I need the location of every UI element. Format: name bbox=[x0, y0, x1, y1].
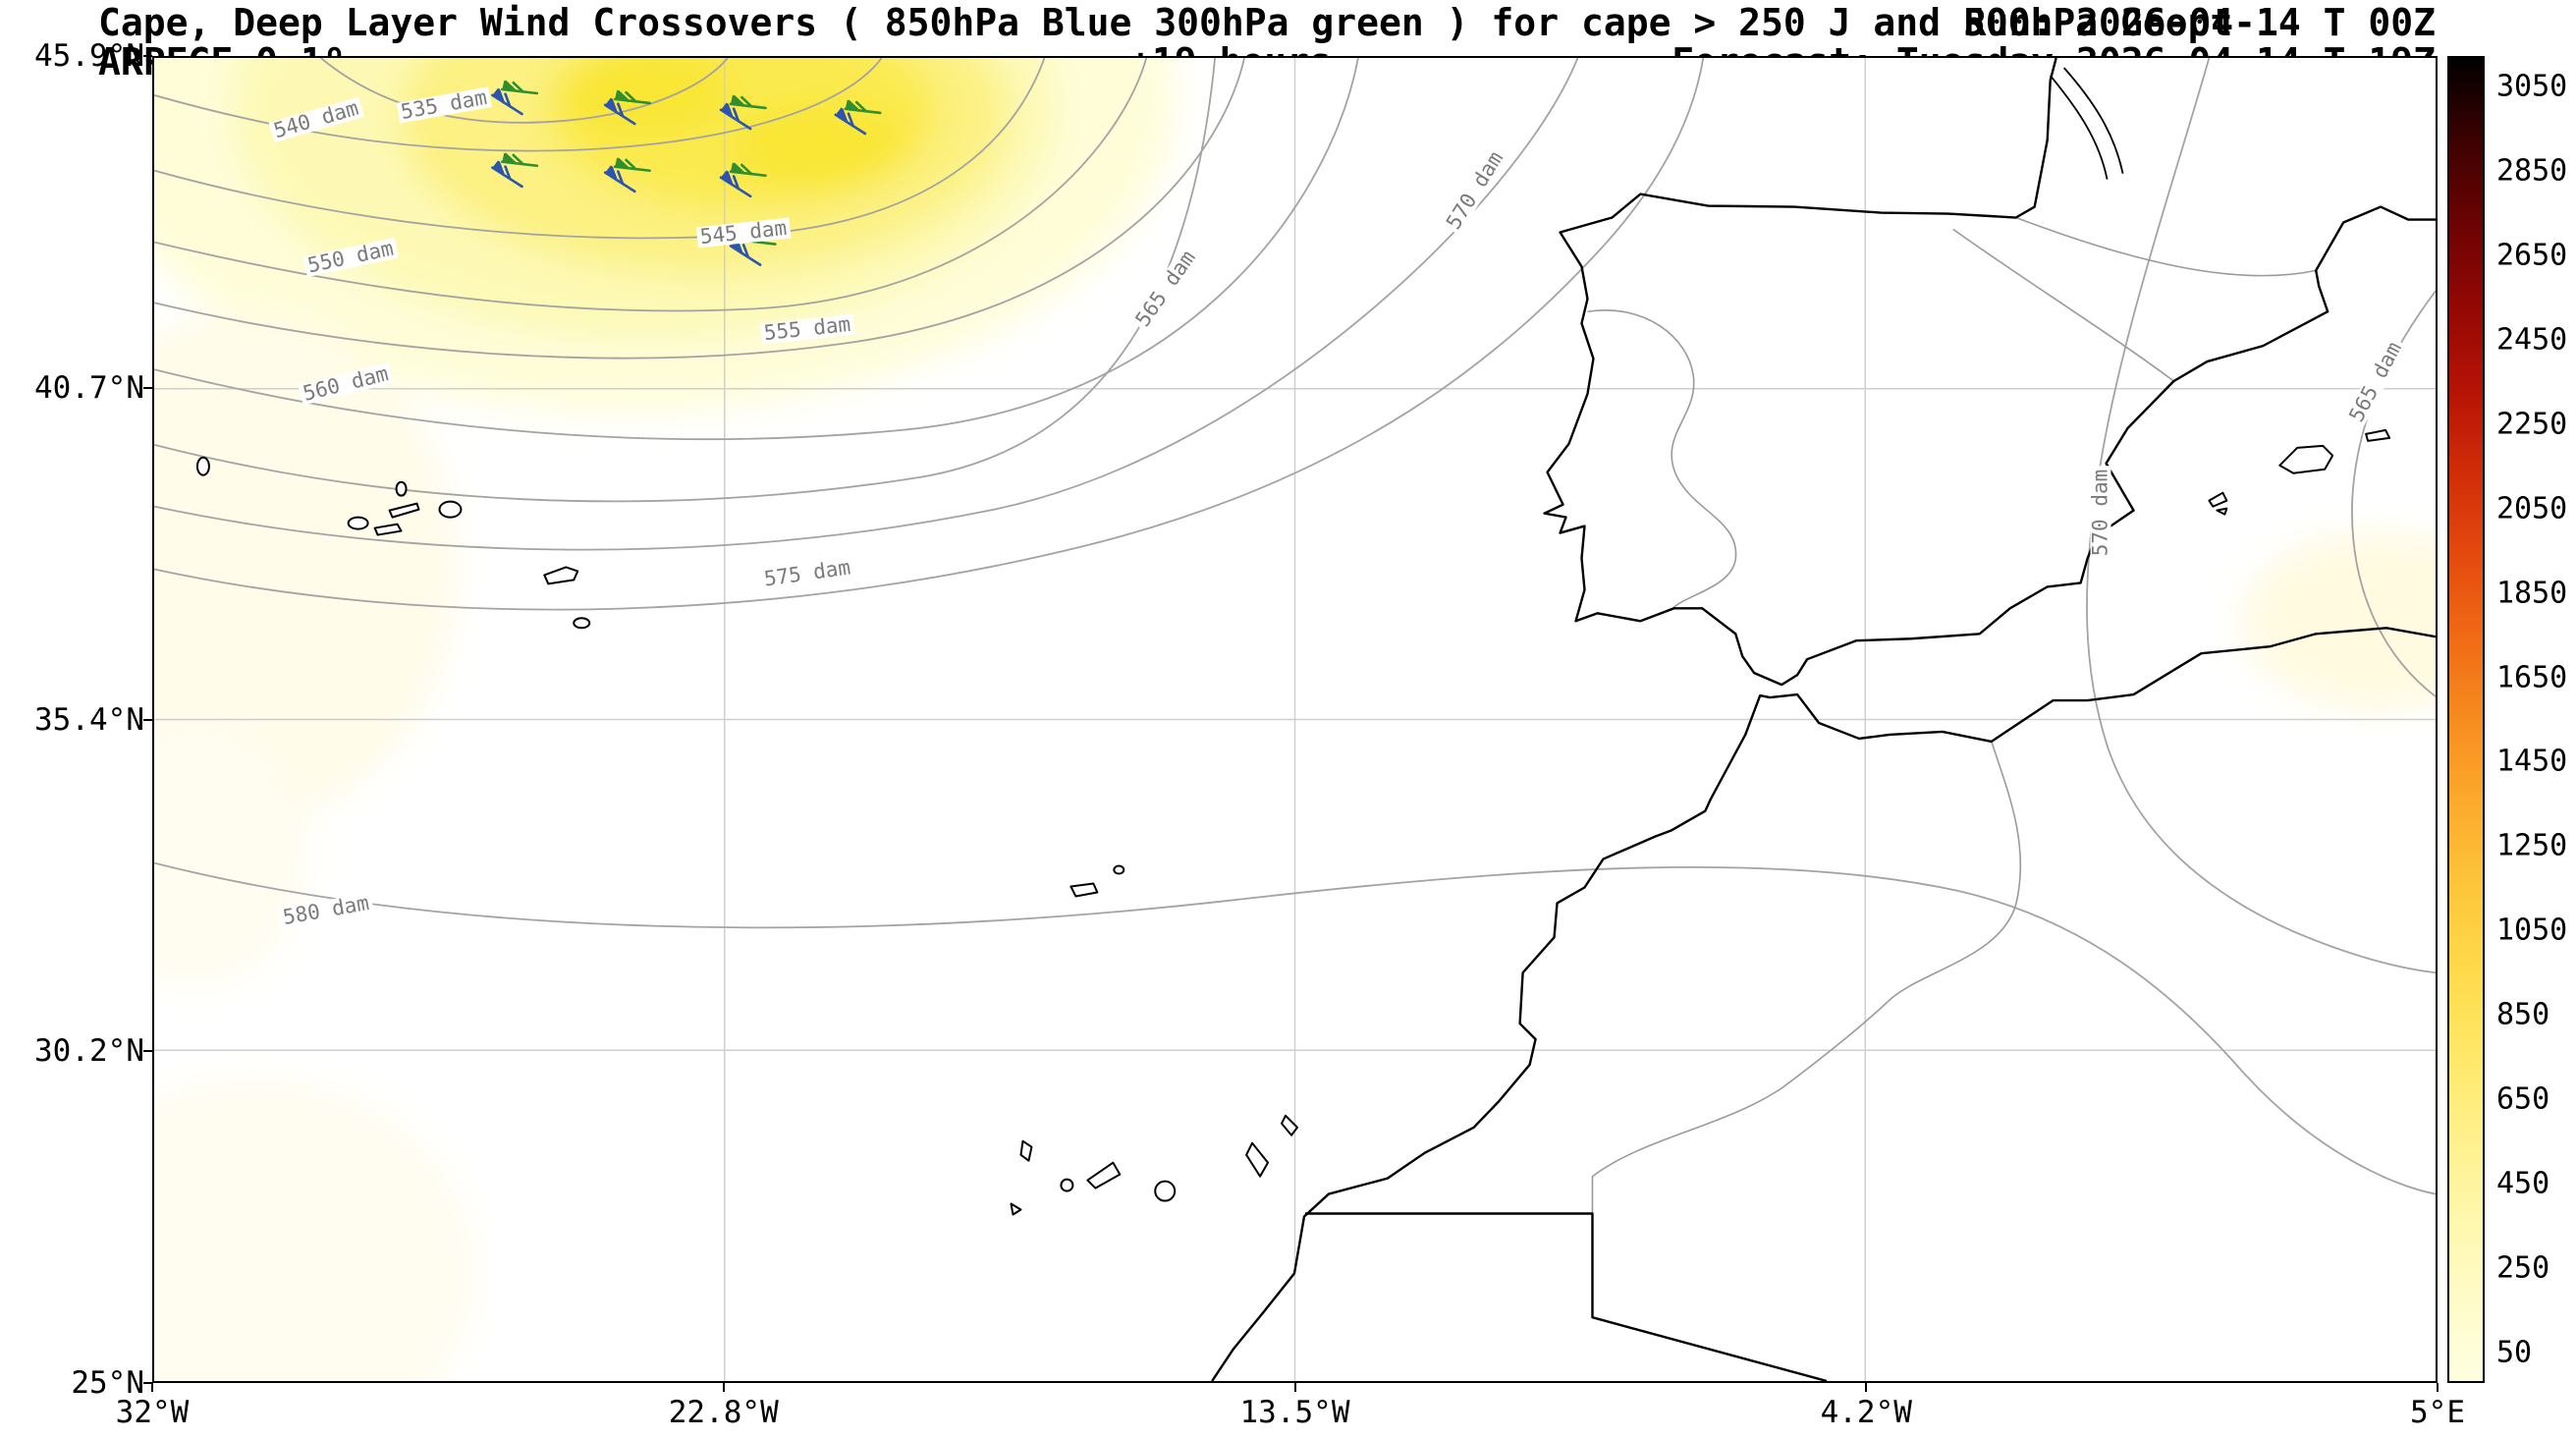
colorbar-tick-label: 2850 bbox=[2496, 153, 2568, 189]
colorbar-tick-label: 1250 bbox=[2496, 828, 2568, 863]
y-tick-label: 25°N bbox=[71, 1365, 144, 1401]
colorbar-tick-label: 1050 bbox=[2496, 913, 2568, 948]
island-el-hierro bbox=[1010, 1202, 1022, 1216]
island-mallorca bbox=[2278, 444, 2334, 474]
map-svg bbox=[154, 58, 2436, 1381]
coastline-north-africa bbox=[1211, 627, 2436, 1381]
y-tick-mark bbox=[143, 55, 152, 57]
cape-shading-layer bbox=[154, 58, 2436, 1381]
contour-580 bbox=[154, 861, 2436, 1195]
border-france-spain bbox=[2015, 216, 2317, 277]
chart-title: Cape, Deep Layer Wind Crossovers ( 850hP… bbox=[98, 1, 2233, 44]
colorbar-tick-label: 1850 bbox=[2496, 576, 2568, 611]
x-tick-label: 5°E bbox=[2410, 1395, 2465, 1430]
colorbar-tick-label: 1650 bbox=[2496, 660, 2568, 695]
colorbar-tick-label: 2050 bbox=[2496, 491, 2568, 526]
contour-555 bbox=[154, 58, 1245, 360]
border-layer bbox=[1587, 216, 2317, 1214]
border-sahara-steps bbox=[1304, 1212, 1828, 1381]
x-tick-mark bbox=[2437, 1383, 2439, 1392]
x-tick-mark bbox=[151, 1383, 153, 1392]
island-graciosa bbox=[395, 480, 408, 497]
x-tick-mark bbox=[1293, 1383, 1296, 1392]
colorbar-tick-label: 2250 bbox=[2496, 407, 2568, 442]
y-tick-label: 40.7°N bbox=[34, 369, 144, 406]
island-gran-canaria bbox=[1154, 1180, 1177, 1202]
river-ebro bbox=[1952, 228, 2174, 382]
island-terceira bbox=[438, 500, 463, 519]
island-santa-maria bbox=[573, 617, 591, 630]
border-morocco-algeria bbox=[1591, 741, 2022, 1214]
x-tick-mark bbox=[1865, 1383, 1868, 1392]
x-tick-label: 32°W bbox=[115, 1395, 190, 1430]
colorbar-tick-label: 50 bbox=[2496, 1335, 2533, 1370]
y-tick-label: 35.4°N bbox=[34, 701, 144, 738]
island-ibiza bbox=[2208, 491, 2228, 508]
contour-560 bbox=[154, 58, 1359, 441]
colorbar-tick-label: 850 bbox=[2496, 997, 2550, 1032]
colorbar-tick-label: 2650 bbox=[2496, 238, 2568, 273]
island-menorca bbox=[2365, 428, 2391, 442]
x-tick-mark bbox=[722, 1383, 725, 1392]
river-garonne bbox=[2062, 67, 2124, 174]
x-tick-label: 22.8°W bbox=[668, 1395, 779, 1430]
border-portugal-spain bbox=[1587, 309, 1737, 611]
island-flores bbox=[195, 456, 210, 476]
x-tick-label: 13.5°W bbox=[1239, 1395, 1350, 1430]
island-madeira bbox=[1069, 882, 1099, 898]
island-la-palma bbox=[1019, 1139, 1033, 1162]
island-lanzarote bbox=[1281, 1114, 1298, 1136]
island-pico bbox=[373, 523, 403, 536]
contour-550 bbox=[154, 58, 1148, 312]
estuary-gironde bbox=[2049, 75, 2109, 180]
island-faial bbox=[347, 516, 369, 530]
y-tick-mark bbox=[143, 386, 152, 389]
colorbar-tick-label: 2450 bbox=[2496, 322, 2568, 358]
coastline-iberia-france bbox=[1543, 58, 2436, 687]
island-sao-miguel bbox=[543, 566, 579, 585]
y-tick-label: 30.2°N bbox=[34, 1033, 144, 1070]
colorbar-bar bbox=[2447, 56, 2485, 1383]
run-label: Run: 2026-04-14 T 00Z bbox=[1963, 1, 2436, 44]
colorbar-tick-label: 1450 bbox=[2496, 744, 2568, 779]
y-tick-mark bbox=[143, 718, 152, 721]
x-tick-label: 4.2°W bbox=[1820, 1395, 1912, 1430]
colorbar-tick-label: 650 bbox=[2496, 1081, 2550, 1117]
colorbar-tick-label: 3050 bbox=[2496, 69, 2568, 104]
plot-area: 535 dam 540 dam 545 dam 550 dam 555 dam 560 d… bbox=[152, 56, 2438, 1383]
contour-label: 570 dam bbox=[2089, 466, 2112, 560]
contour-575 bbox=[154, 58, 1705, 611]
island-sao-jorge bbox=[388, 502, 420, 519]
y-tick-mark bbox=[143, 1050, 152, 1053]
island-porto-santo bbox=[1113, 864, 1125, 875]
y-tick-mark bbox=[143, 1382, 152, 1384]
grid-layer bbox=[154, 58, 2436, 1381]
colorbar-tick-label: 250 bbox=[2496, 1250, 2550, 1286]
y-tick-label: 45.9°N bbox=[34, 38, 144, 74]
colorbar-tick-label: 450 bbox=[2496, 1166, 2550, 1201]
island-formentera bbox=[2216, 507, 2228, 516]
island-tenerife bbox=[1086, 1161, 1122, 1190]
contour-535 bbox=[320, 58, 729, 124]
coastline-layer bbox=[1211, 58, 2436, 1381]
island-la-gomera bbox=[1060, 1178, 1074, 1192]
island-layer bbox=[195, 428, 2391, 1216]
contour-570-east bbox=[2086, 58, 2436, 974]
island-fuerteventura bbox=[1245, 1141, 1270, 1178]
